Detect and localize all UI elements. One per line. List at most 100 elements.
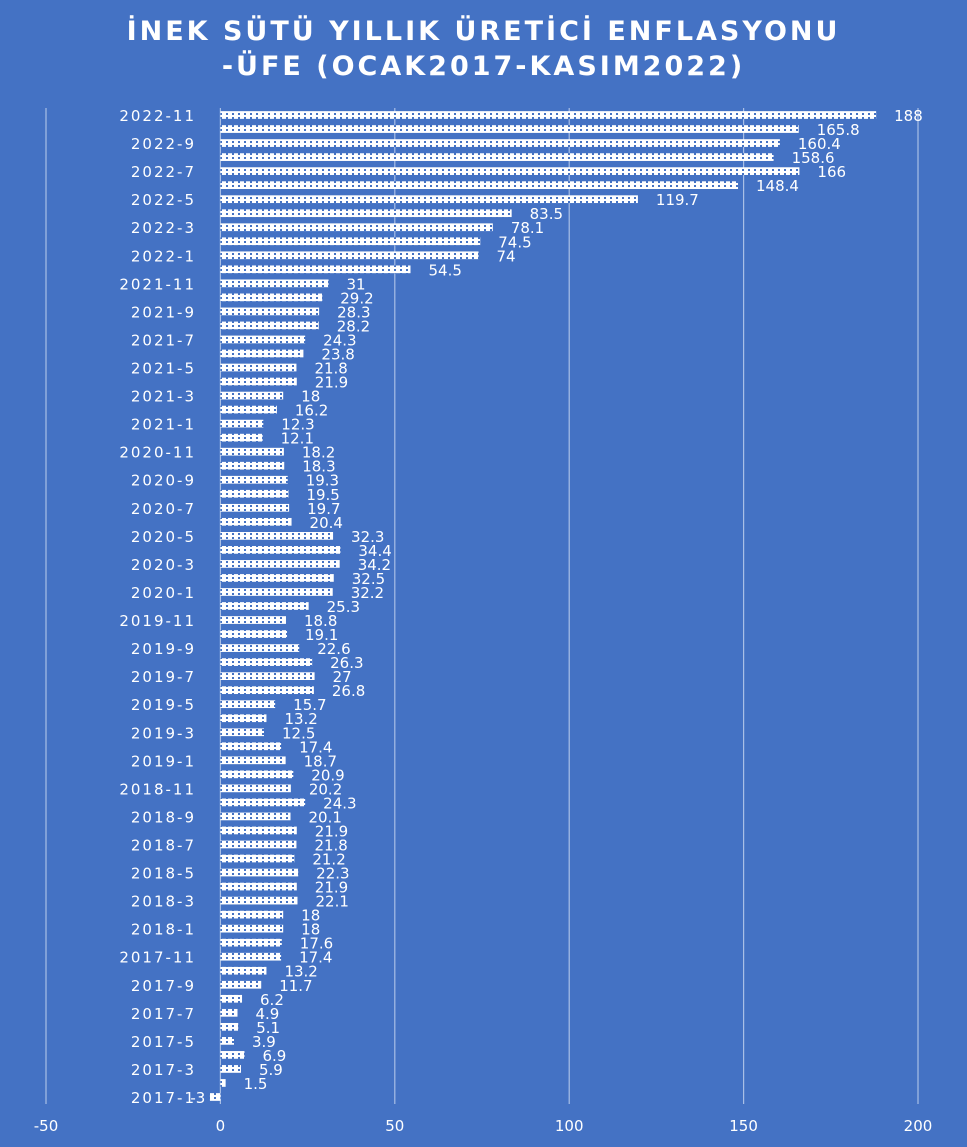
bar bbox=[220, 307, 320, 316]
y-category-label: 2018-7 bbox=[131, 836, 196, 854]
bar bbox=[220, 602, 309, 610]
bar bbox=[220, 868, 299, 877]
data-label: 5.9 bbox=[259, 1061, 283, 1079]
data-label: -3 bbox=[190, 1089, 205, 1107]
y-category-label: 2021-7 bbox=[131, 331, 196, 349]
data-label: 17.4 bbox=[299, 949, 332, 967]
bar bbox=[220, 363, 297, 372]
x-tick-label: 200 bbox=[904, 1117, 933, 1135]
data-label: 17.6 bbox=[300, 935, 333, 953]
bar bbox=[220, 321, 319, 330]
data-label: 25.3 bbox=[327, 598, 360, 616]
bar bbox=[220, 574, 334, 582]
y-category-label: 2017-7 bbox=[131, 1005, 196, 1023]
data-labels: -31.55.96.93.95.14.96.211.713.217.417.61… bbox=[190, 107, 922, 1107]
data-label: 3.9 bbox=[252, 1033, 276, 1051]
y-category-label: 2019-5 bbox=[131, 696, 196, 714]
bar bbox=[220, 1079, 226, 1087]
data-label: 17.4 bbox=[299, 738, 332, 756]
bar bbox=[220, 924, 284, 933]
data-label: 54.5 bbox=[428, 261, 461, 279]
bar bbox=[220, 980, 262, 989]
bar bbox=[220, 181, 739, 190]
data-label: 28.3 bbox=[337, 303, 370, 321]
data-label: 20.9 bbox=[311, 766, 344, 784]
data-label: 18 bbox=[301, 907, 320, 925]
chart-title-line-1: İNEK SÜTÜ YILLIK ÜRETİCİ ENFLASYONU bbox=[126, 16, 841, 47]
bar bbox=[220, 714, 267, 723]
data-label: 26.3 bbox=[330, 654, 363, 672]
data-label: 160.4 bbox=[798, 135, 841, 153]
bar bbox=[220, 910, 284, 919]
data-label: 32.3 bbox=[351, 528, 384, 546]
bar bbox=[220, 644, 300, 652]
bar bbox=[220, 896, 298, 905]
bar bbox=[220, 251, 479, 260]
bar bbox=[220, 546, 341, 554]
y-category-label: 2017-11 bbox=[119, 949, 196, 967]
bar bbox=[220, 139, 780, 147]
y-category-label: 2019-11 bbox=[119, 612, 196, 630]
y-category-label: 2021-5 bbox=[131, 360, 196, 378]
bar bbox=[220, 489, 289, 498]
data-label: 166 bbox=[817, 163, 846, 181]
data-label: 74.5 bbox=[498, 233, 531, 251]
y-category-label: 2018-1 bbox=[131, 921, 196, 939]
data-label: 19.3 bbox=[306, 472, 339, 490]
bar bbox=[220, 798, 306, 807]
data-label: 29.2 bbox=[340, 289, 373, 307]
data-label: 13.2 bbox=[284, 710, 317, 728]
category-axis-labels: 2017-1 2017-3 2017-5 2017-7 2017-9 2017-11 201… bbox=[119, 107, 196, 1107]
data-label: 5.1 bbox=[256, 1019, 280, 1037]
y-category-label: 2020-3 bbox=[131, 556, 196, 574]
data-label: 18.3 bbox=[302, 458, 335, 476]
bar bbox=[220, 826, 297, 835]
bar bbox=[220, 770, 294, 779]
chart-title-line-2: -ÜFE (OCAK2017-KASIM2022) bbox=[221, 51, 746, 82]
data-label: 78.1 bbox=[511, 219, 544, 237]
bar bbox=[220, 1008, 238, 1017]
y-category-label: 2017-1 bbox=[131, 1089, 196, 1107]
bar bbox=[220, 167, 800, 175]
bar bbox=[209, 1093, 221, 1101]
bar bbox=[220, 588, 333, 596]
bar bbox=[220, 630, 288, 638]
data-label: 26.8 bbox=[332, 682, 365, 700]
data-label: 4.9 bbox=[255, 1005, 279, 1023]
bar bbox=[220, 560, 340, 568]
data-label: 21.9 bbox=[315, 374, 348, 392]
data-label: 23.8 bbox=[321, 345, 354, 363]
bar bbox=[220, 756, 286, 765]
data-label: 18 bbox=[301, 921, 320, 939]
chart-title: İNEK SÜTÜ YILLIK ÜRETİCİ ENFLASYONU -ÜFE… bbox=[0, 14, 967, 84]
bar bbox=[220, 195, 638, 204]
data-label: 34.2 bbox=[358, 556, 391, 574]
y-category-label: 2020-5 bbox=[131, 528, 196, 546]
data-label: 158.6 bbox=[792, 149, 835, 167]
x-tick-label: -50 bbox=[34, 1117, 59, 1135]
data-label: 16.2 bbox=[295, 402, 328, 420]
y-category-label: 2021-1 bbox=[131, 416, 196, 434]
x-tick-label: 50 bbox=[385, 1117, 404, 1135]
bar bbox=[220, 532, 334, 540]
data-label: 12.1 bbox=[281, 430, 314, 448]
y-category-label: 2019-1 bbox=[131, 752, 196, 770]
y-category-label: 2022-7 bbox=[131, 163, 196, 181]
data-label: 18.2 bbox=[302, 444, 335, 462]
bar bbox=[220, 812, 291, 821]
y-category-label: 2022-1 bbox=[131, 247, 196, 265]
y-category-label: 2017-9 bbox=[131, 977, 196, 995]
data-label: 20.4 bbox=[310, 514, 343, 532]
y-category-label: 2019-7 bbox=[131, 668, 196, 686]
data-label: 20.2 bbox=[309, 780, 342, 798]
data-label: 15.7 bbox=[293, 696, 326, 714]
bar bbox=[220, 447, 284, 456]
bar bbox=[220, 517, 292, 526]
bar bbox=[220, 391, 284, 400]
data-label: 11.7 bbox=[279, 977, 312, 995]
bar bbox=[220, 966, 267, 975]
bar bbox=[220, 419, 264, 428]
bar bbox=[220, 209, 512, 218]
data-label: 12.5 bbox=[282, 724, 315, 742]
